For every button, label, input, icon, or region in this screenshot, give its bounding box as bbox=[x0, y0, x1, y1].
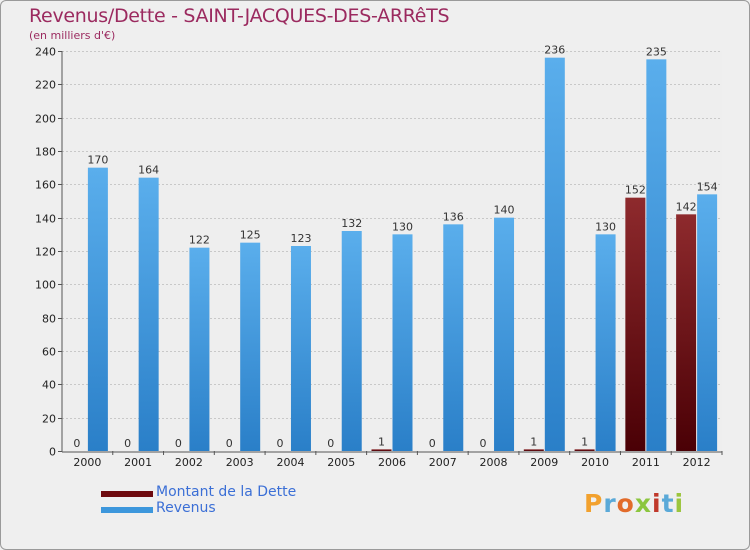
bar-debt bbox=[523, 449, 544, 451]
x-tick-label: 2001 bbox=[124, 456, 152, 469]
data-label-debt: 142 bbox=[676, 200, 697, 213]
bar-revenus bbox=[392, 234, 413, 451]
x-tick-label: 2005 bbox=[327, 456, 355, 469]
y-tick-label: 40 bbox=[42, 379, 56, 392]
data-label-debt: 0 bbox=[480, 437, 487, 450]
x-tick-label: 2010 bbox=[581, 456, 609, 469]
bar-revenus bbox=[646, 59, 667, 451]
bar-revenus bbox=[138, 177, 159, 451]
data-label-debt: 152 bbox=[625, 184, 646, 197]
data-label-debt: 0 bbox=[175, 437, 182, 450]
bar-debt bbox=[625, 197, 646, 451]
bar-debt bbox=[676, 214, 697, 451]
legend-label-debt: Montant de la Dette bbox=[156, 484, 297, 500]
x-tick-label: 2003 bbox=[226, 456, 254, 469]
data-label-debt: 0 bbox=[276, 437, 283, 450]
bar-debt bbox=[371, 449, 392, 451]
data-label-debt: 0 bbox=[429, 437, 436, 450]
y-tick-label: 120 bbox=[35, 246, 56, 259]
x-tick-label: 2011 bbox=[632, 456, 660, 469]
y-tick-label: 220 bbox=[35, 79, 56, 92]
bar-revenus bbox=[544, 57, 565, 452]
data-label-revenus: 154 bbox=[697, 180, 718, 193]
legend-swatch-revenus bbox=[101, 507, 153, 513]
data-label-revenus: 236 bbox=[544, 44, 565, 57]
data-label-debt: 1 bbox=[378, 435, 385, 448]
y-tick-label: 100 bbox=[35, 279, 56, 292]
data-label-revenus: 132 bbox=[341, 217, 362, 230]
bar-revenus bbox=[595, 234, 616, 451]
data-label-debt: 1 bbox=[581, 435, 588, 448]
bars bbox=[87, 57, 718, 452]
y-tick-label: 140 bbox=[35, 213, 56, 226]
data-label-debt: 0 bbox=[124, 437, 131, 450]
data-labels: 0 170 0 164 0 122 0 125 0 123 0 132 1 130 0 136 0 140 1 236… bbox=[73, 44, 717, 450]
y-tick-label: 60 bbox=[42, 346, 56, 359]
data-label-revenus: 130 bbox=[595, 220, 616, 233]
data-label-debt: 0 bbox=[327, 437, 334, 450]
bar-revenus bbox=[240, 242, 261, 451]
legend-label-revenus: Revenus bbox=[156, 500, 216, 516]
x-tick-label: 2009 bbox=[530, 456, 558, 469]
bar-revenus bbox=[494, 217, 515, 451]
data-label-revenus: 130 bbox=[392, 220, 413, 233]
bar-debt bbox=[574, 449, 595, 451]
x-tick-label: 2008 bbox=[480, 456, 508, 469]
x-tick-label: 2012 bbox=[683, 456, 711, 469]
bar-revenus bbox=[290, 246, 311, 451]
x-tick-label: 2007 bbox=[429, 456, 457, 469]
data-label-debt: 1 bbox=[530, 435, 537, 448]
bar-revenus bbox=[341, 231, 362, 451]
data-label-revenus: 140 bbox=[494, 204, 515, 217]
x-tick-label: 2004 bbox=[276, 456, 304, 469]
x-tick-label: 2002 bbox=[175, 456, 203, 469]
proxiti-logo: Proxiti bbox=[584, 489, 685, 518]
y-tick-label: 200 bbox=[35, 113, 56, 126]
bar-revenus bbox=[443, 224, 464, 451]
y-tick-label: 80 bbox=[42, 313, 56, 326]
y-tick-label: 20 bbox=[42, 413, 56, 426]
x-tick-label: 2000 bbox=[73, 456, 101, 469]
x-tick-label: 2006 bbox=[378, 456, 406, 469]
bar-revenus bbox=[87, 167, 108, 451]
data-label-revenus: 170 bbox=[87, 154, 108, 167]
data-label-revenus: 164 bbox=[138, 164, 159, 177]
y-tick-label: 0 bbox=[49, 446, 56, 459]
grid-lines bbox=[62, 51, 722, 419]
bar-revenus bbox=[189, 247, 210, 451]
y-tick-label: 160 bbox=[35, 179, 56, 192]
data-label-debt: 0 bbox=[226, 437, 233, 450]
data-label-revenus: 235 bbox=[646, 45, 667, 58]
y-tick-label: 180 bbox=[35, 146, 56, 159]
chart-title: Revenus/Dette - SAINT-JACQUES-DES-ARRêTS bbox=[29, 5, 450, 27]
y-tick-label: 240 bbox=[35, 46, 56, 59]
data-label-revenus: 125 bbox=[240, 229, 261, 242]
data-label-revenus: 123 bbox=[290, 232, 311, 245]
data-label-revenus: 136 bbox=[443, 210, 464, 223]
bar-revenus bbox=[697, 194, 718, 452]
data-label-revenus: 122 bbox=[189, 234, 210, 247]
data-label-debt: 0 bbox=[73, 437, 80, 450]
chart-subtitle: (en milliers d'€) bbox=[29, 29, 116, 42]
legend-swatch-debt bbox=[101, 491, 153, 497]
